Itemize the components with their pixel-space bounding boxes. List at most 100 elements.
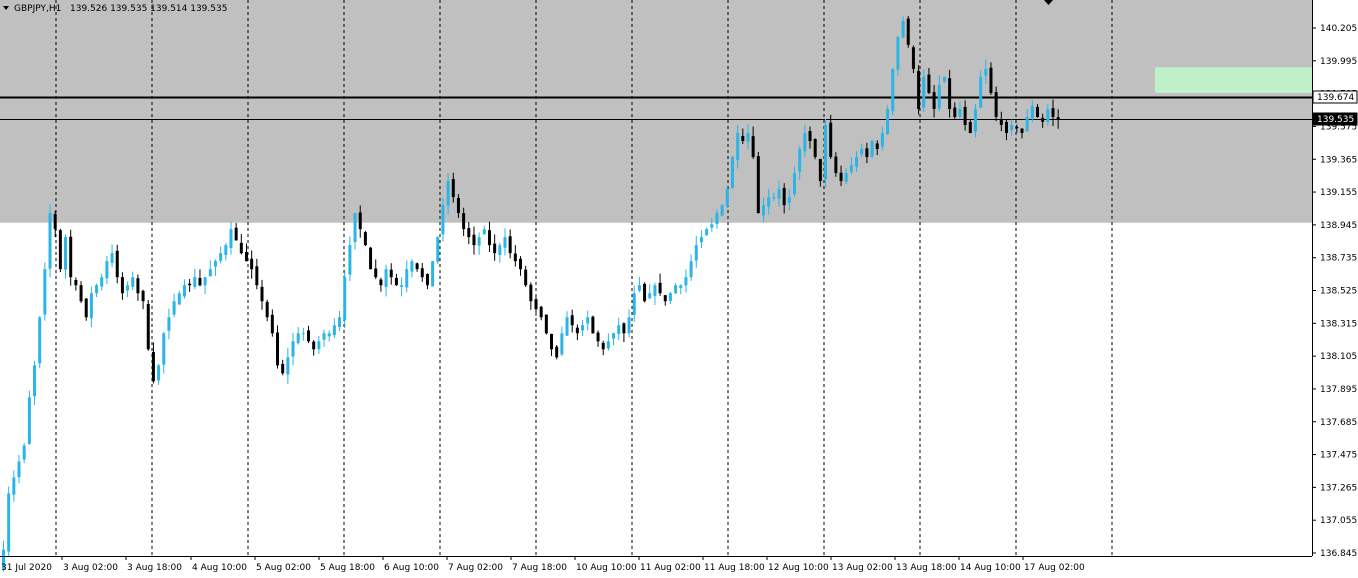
time-tick-label: 12 Aug 10:00 [768,563,829,573]
candle-body [234,227,238,241]
candle-body [384,269,388,287]
price-tag-label: 139.535 [1317,115,1354,125]
candle-body [937,84,941,109]
candle-body [746,132,750,142]
candle-body [622,323,626,334]
candle-body [307,330,311,342]
candle-body [849,165,853,172]
price-tag [1312,90,1358,104]
candle-body [436,237,440,262]
candle-body [74,280,78,286]
time-tick-label: 6 Aug 10:00 [384,563,439,573]
time-tick-label: 10 Aug 10:00 [576,563,637,573]
candle-body [58,230,62,270]
candle-body [84,298,88,318]
symbol-label: GBPJPY,H1 [14,4,61,14]
candle-body [394,277,398,286]
candle-body [503,237,507,248]
candle-body [756,156,760,214]
candle-body [420,268,424,278]
candles-layer [2,16,1060,572]
candle-body [239,242,243,254]
candle-body [69,236,73,278]
candle-body [917,70,921,109]
candle-body [901,20,905,38]
candle-body [332,325,336,336]
candle-body [906,18,910,45]
candle-body [529,284,533,302]
candle-body [12,477,16,495]
time-tick-label: 13 Aug 18:00 [896,563,957,573]
price-tick-label: 136.845 [1320,549,1357,559]
candle-body [286,357,290,375]
candle-body [219,253,223,261]
candle-body [2,549,5,569]
candle-body [601,342,605,350]
time-tick-label: 4 Aug 10:00 [192,563,247,573]
candle-body [612,333,616,339]
candle-body [482,229,486,235]
candle-body [694,245,698,261]
candle-body [281,363,285,374]
candle-body [984,68,988,76]
candle-body [808,130,812,142]
candle-body [953,107,957,117]
candle-body [643,283,647,302]
price-tick-label: 137.055 [1320,516,1357,526]
candle-body [410,261,414,272]
candle-body [1010,124,1014,131]
candle-body [829,122,833,158]
candle-body [586,317,590,324]
price-tick-label: 140.205 [1320,24,1357,34]
candle-body [782,187,786,206]
candle-body [405,269,409,288]
price-tick-label: 137.895 [1320,385,1357,395]
candle-body [1036,106,1039,117]
candle-body [606,341,610,349]
candle-body [322,333,326,340]
candle-body [958,108,962,117]
candle-body [648,293,652,299]
candle-body [989,67,993,93]
candle-body [33,365,37,397]
time-tick-label: 7 Aug 02:00 [448,563,503,573]
price-tick-label: 139.365 [1320,155,1357,165]
candle-body [213,261,217,267]
candle-body [348,245,352,275]
candle-body [1056,117,1060,120]
candle-body [720,205,724,216]
price-tick-label: 137.685 [1320,418,1357,428]
price-tick-label: 139.575 [1320,122,1357,132]
candle-body [508,236,512,254]
price-tick-label: 138.735 [1320,254,1357,264]
candle-body [860,149,864,155]
candle-body [64,237,68,270]
candle-body [999,120,1003,125]
candle-body [679,285,683,289]
candle-body [115,250,119,278]
candle-body [1004,121,1008,133]
zones-layer [0,0,1312,223]
dropdown-triangle-icon[interactable] [3,6,9,10]
candle-body [730,157,734,189]
candle-body [560,333,564,355]
time-tick-label: 3 Aug 02:00 [63,563,118,573]
candle-body [632,293,636,315]
time-tick-label: 5 Aug 18:00 [320,563,375,573]
candle-body [229,229,233,249]
candle-body [53,213,57,230]
time-tick-label: 7 Aug 18:00 [512,563,567,573]
candle-body [162,333,166,365]
chart-header: GBPJPY,H1 139.526 139.535 139.514 139.53… [3,4,227,14]
candle-body [22,445,26,460]
scroll-marker-icon[interactable] [1044,0,1053,5]
candle-body [596,332,600,342]
candle-body [208,269,212,277]
candle-body [777,189,781,199]
candle-body [1041,117,1045,122]
candle-body [353,213,357,243]
candle-body [255,266,259,286]
candle-body [803,132,807,152]
green-zone [1154,67,1312,93]
